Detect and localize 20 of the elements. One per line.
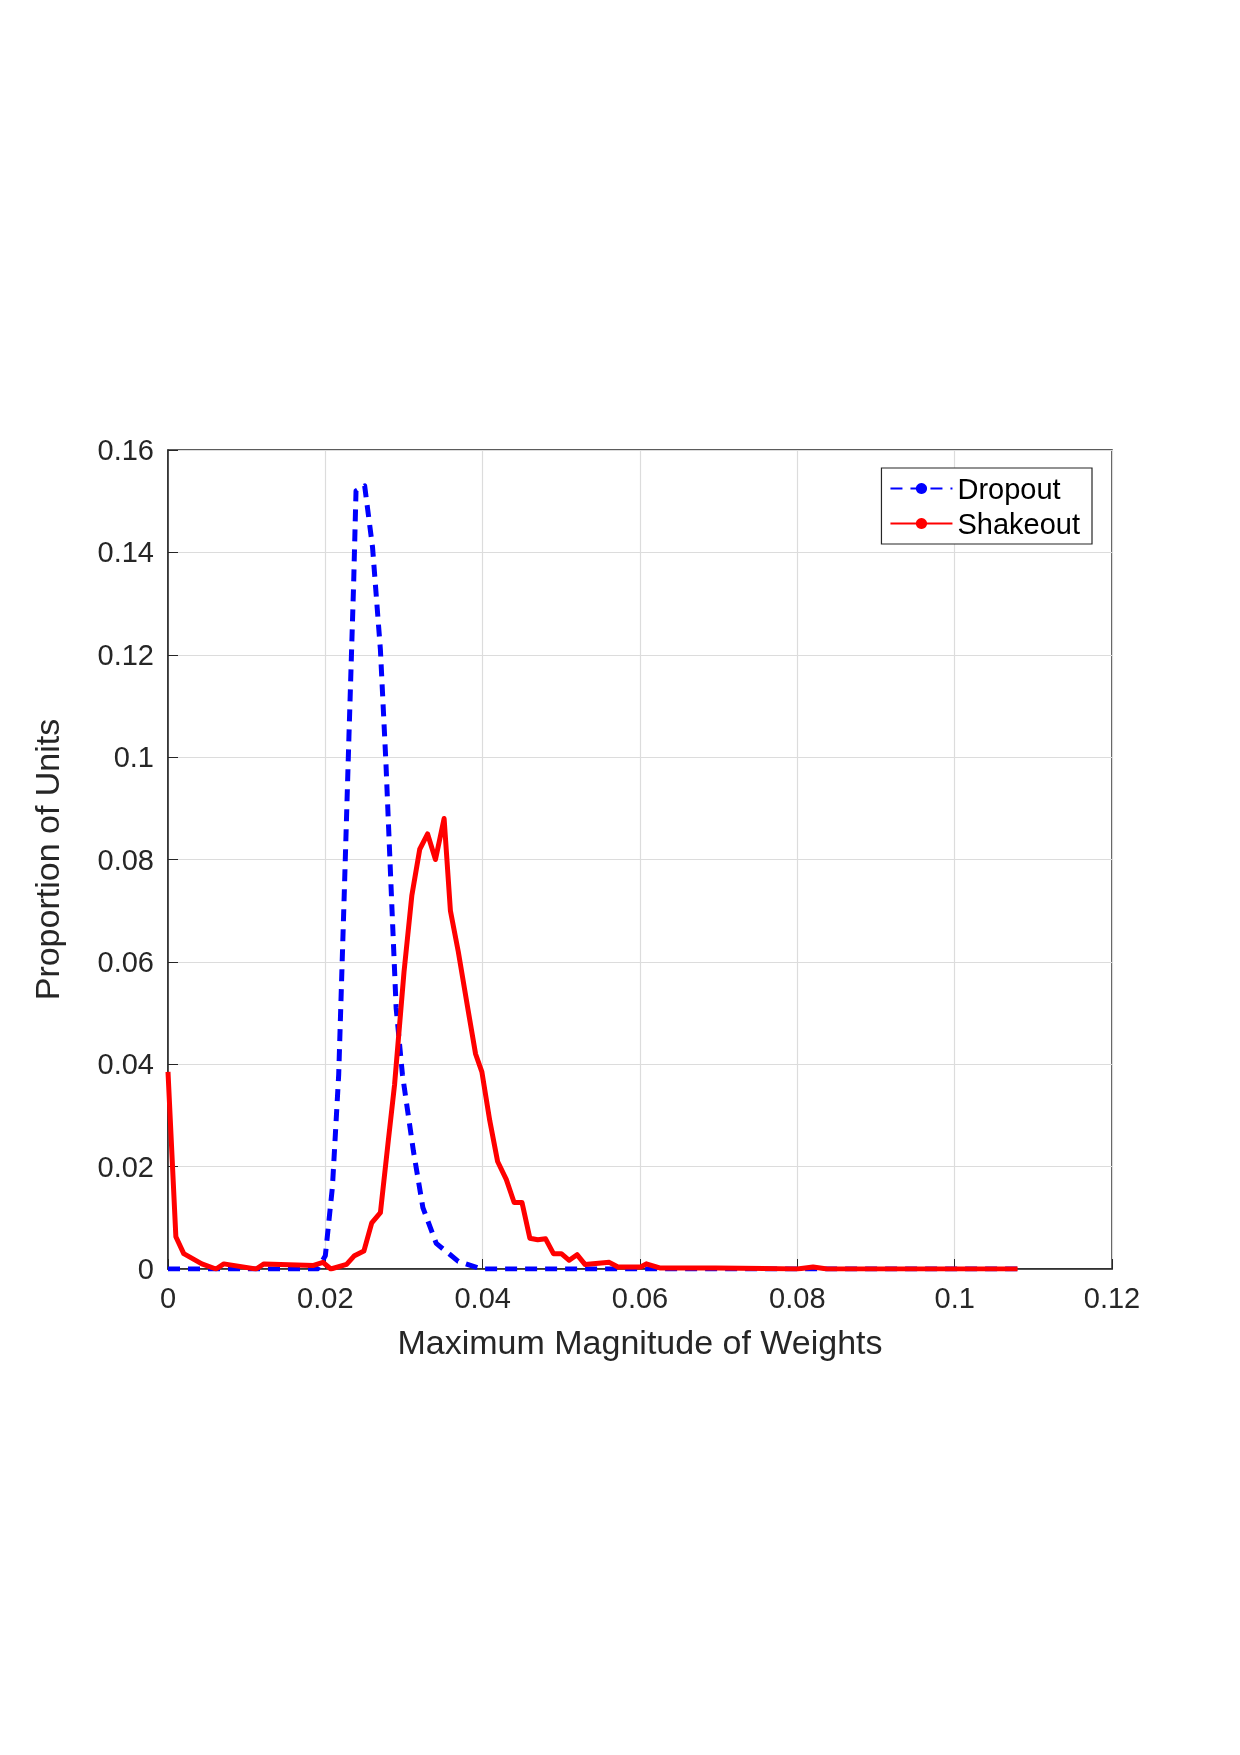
legend-label: Dropout (957, 472, 1061, 505)
y-tick-label: 0.14 (97, 536, 154, 569)
x-tick-label: 0.12 (1083, 1281, 1141, 1314)
x-tick-label: 0.1 (934, 1281, 975, 1314)
y-tick-label: 0.12 (97, 638, 154, 671)
x-tick-label: 0 (159, 1281, 177, 1314)
y-tick-label: 0.08 (97, 843, 154, 876)
y-tick-label: 0.02 (97, 1150, 154, 1183)
y-tick-label: 0 (137, 1253, 154, 1285)
y-tick-label: 0.06 (97, 945, 154, 978)
x-tick-label: 0.08 (769, 1281, 826, 1314)
y-tick-label: 0.16 (97, 434, 154, 466)
x-tick-label: 0.04 (454, 1281, 511, 1314)
y-tick-label: 0.1 (113, 741, 154, 774)
y-tick-label: 0.04 (97, 1048, 154, 1081)
legend-label: Shakeout (957, 507, 1080, 540)
x-tick-label: 0.02 (297, 1281, 354, 1314)
x-tick-label: 0.06 (611, 1281, 669, 1314)
y-axis-title: Proportion of Units (28, 718, 66, 1001)
x-axis-title: Maximum Magnitude of Weights (397, 1323, 883, 1361)
